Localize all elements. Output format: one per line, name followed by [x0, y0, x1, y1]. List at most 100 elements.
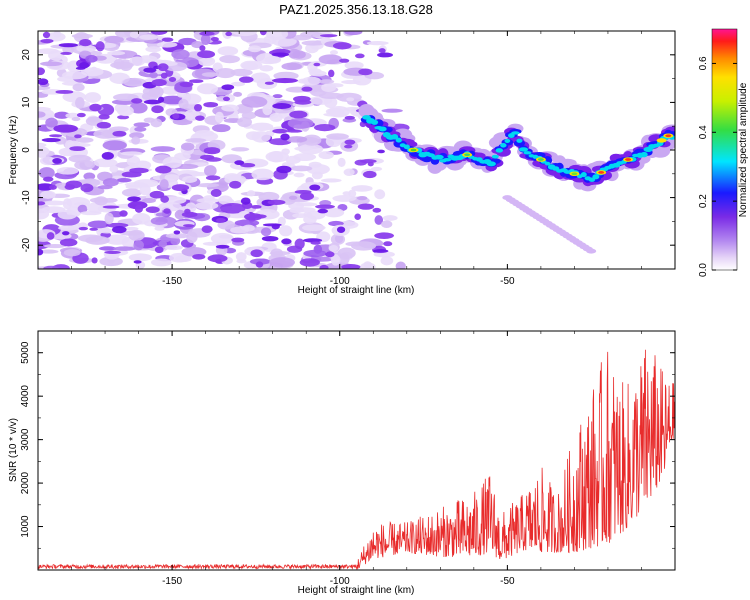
noise-blob — [150, 118, 163, 128]
noise-blob — [156, 41, 178, 48]
spectrogram-y-label: Frequency (Hz) — [8, 116, 19, 185]
noise-blob — [53, 111, 70, 119]
signal-hotspot — [625, 158, 632, 161]
signal-blob — [511, 131, 520, 135]
noise-blob — [180, 142, 195, 151]
noise-blob — [329, 50, 339, 55]
noise-blob — [230, 81, 246, 87]
noise-blob — [39, 109, 55, 121]
noise-blob — [330, 233, 346, 245]
noise-blob-strong — [264, 81, 274, 85]
noise-blob — [205, 175, 221, 181]
colorbar-tick-label: 0.2 — [698, 194, 709, 208]
noise-blob — [231, 147, 250, 152]
spectrogram-y-tick-label: 10 — [21, 96, 32, 108]
noise-blob-strong — [231, 237, 245, 243]
noise-blob — [323, 112, 348, 117]
noise-blob — [328, 245, 339, 252]
noise-blob — [142, 59, 166, 64]
snr-x-tick-label: -50 — [500, 576, 515, 587]
noise-blob — [133, 240, 144, 251]
noise-blob-strong — [207, 254, 228, 263]
noise-blob-strong — [261, 235, 279, 242]
noise-blob — [139, 183, 151, 196]
noise-blob-strong — [201, 225, 213, 234]
noise-blob-strong — [79, 62, 90, 69]
noise-blob — [366, 41, 389, 46]
signal-blob — [491, 154, 499, 159]
noise-blob — [197, 56, 216, 67]
noise-blob-strong — [149, 190, 165, 199]
noise-blob — [313, 124, 336, 132]
noise-blob — [56, 167, 79, 175]
noise-blob-strong — [259, 31, 267, 36]
noise-blob — [171, 49, 190, 60]
noise-blob-strong — [271, 52, 290, 57]
noise-blob — [302, 134, 322, 146]
snr-y-tick-label: 2000 — [20, 472, 31, 495]
noise-blob-strong — [134, 204, 143, 213]
noise-blob — [162, 156, 183, 169]
spectrogram-y-tick-label: 0 — [21, 147, 32, 153]
noise-blob — [251, 168, 274, 181]
noise-blob-strong — [325, 251, 335, 258]
noise-blob — [129, 31, 140, 39]
noise-blob-strong — [210, 189, 222, 197]
noise-blob-strong — [357, 203, 375, 210]
figure-title: PAZ1.2025.356.13.18.G28 — [279, 2, 433, 17]
snr-y-tick-label: 3000 — [20, 428, 31, 451]
noise-blob — [85, 55, 98, 63]
noise-blob-strong — [131, 98, 143, 104]
signal-hotspot — [537, 158, 544, 161]
snr-y-label: SNR (10 * v/v) — [8, 418, 19, 482]
noise-blob — [269, 112, 283, 122]
noise-blob-strong — [240, 163, 256, 168]
noise-blob-strong — [344, 144, 353, 149]
noise-blob — [337, 157, 346, 168]
snr-frame — [37, 330, 676, 571]
noise-blob — [318, 92, 344, 100]
spectrogram-y-tick-label: -20 — [21, 238, 32, 253]
noise-blob — [134, 160, 152, 170]
signal-blob — [486, 161, 496, 167]
noise-blob — [201, 72, 220, 77]
noise-blob — [113, 246, 136, 251]
noise-blob — [221, 104, 240, 112]
noise-blob — [39, 156, 57, 166]
noise-blob-strong — [215, 244, 230, 249]
noise-blob-strong — [101, 152, 114, 160]
noise-blob — [43, 265, 59, 269]
noise-blob-strong — [367, 161, 374, 167]
noise-blob — [290, 165, 313, 172]
colorbar-label: Normalized spectral amplitude — [738, 82, 749, 217]
noise-blob-strong — [42, 176, 54, 182]
noise-blob-strong — [200, 154, 215, 161]
noise-blob — [145, 46, 162, 53]
noise-blob-strong — [55, 89, 74, 94]
noise-blob-strong — [91, 257, 98, 264]
trail-blob — [586, 248, 597, 254]
noise-blob — [38, 145, 50, 157]
noise-blob — [218, 195, 233, 205]
spectrogram-x-label: Height of straight line (km) — [298, 285, 415, 296]
noise-blob-strong — [203, 101, 219, 108]
noise-blob — [120, 151, 143, 156]
noise-blob-strong — [281, 238, 292, 245]
noise-blob-strong — [119, 210, 128, 217]
snr-y-tick-label: 5000 — [20, 341, 31, 364]
noise-blob — [301, 76, 321, 86]
noise-blob — [382, 215, 398, 221]
noise-blob — [107, 50, 126, 56]
noise-blob — [105, 222, 129, 228]
noise-blob — [241, 61, 259, 71]
noise-blob — [112, 93, 139, 102]
noise-blob-strong — [145, 206, 160, 213]
noise-blob-strong — [253, 214, 267, 219]
noise-blob-strong — [320, 34, 338, 38]
noise-blob — [344, 31, 363, 36]
snr-y-tick-label: 1000 — [20, 515, 31, 538]
noise-blob — [202, 241, 224, 246]
noise-blob — [149, 71, 158, 79]
noise-blob-strong — [78, 226, 89, 231]
signal-blob — [395, 137, 402, 143]
